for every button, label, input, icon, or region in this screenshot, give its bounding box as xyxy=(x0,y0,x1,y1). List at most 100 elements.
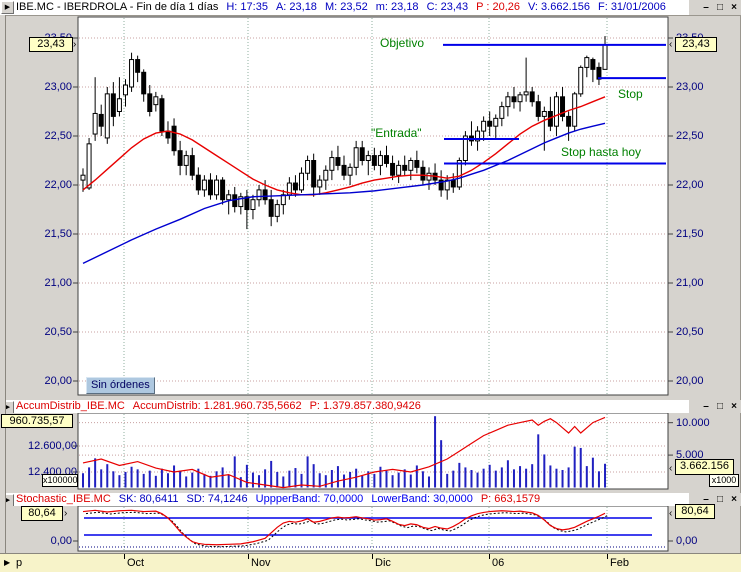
candle-bullish xyxy=(462,135,468,161)
header-field: H: 17:35 xyxy=(226,1,268,13)
maximize-button[interactable]: □ xyxy=(716,494,724,505)
candles xyxy=(80,36,608,230)
close-button[interactable]: × xyxy=(731,401,737,412)
month-tick xyxy=(372,554,373,559)
minimize-button[interactable]: – xyxy=(703,494,709,505)
stoch-marker-arrow-icon: › xyxy=(64,508,68,519)
candle-bearish xyxy=(98,113,104,127)
header-field: F: 31/01/2006 xyxy=(597,1,666,13)
time-axis-play-icon[interactable]: ▶ xyxy=(4,558,11,567)
volume-bar xyxy=(160,468,163,488)
candle-bullish xyxy=(129,59,135,88)
stochastic-panel-header: ▶ Stochastic_IBE.MC SK: 80,6411 SD: 74,124… xyxy=(0,493,741,506)
candle-bullish xyxy=(256,189,262,201)
volume-bar xyxy=(494,470,497,488)
volume-bars xyxy=(82,416,607,488)
volume-bar xyxy=(118,475,121,488)
volume-value-marker: 3.662.156 xyxy=(675,459,734,475)
last-price-marker-left: 23,43 xyxy=(29,37,73,52)
candle-bullish xyxy=(578,66,584,95)
header-field: P : 20,26 xyxy=(476,1,520,13)
candle-bearish xyxy=(244,196,250,210)
candle-bullish xyxy=(353,147,359,168)
candle-bullish xyxy=(572,93,578,127)
volume-bar xyxy=(227,474,230,488)
volume-bar xyxy=(500,467,503,488)
volume-bar xyxy=(130,466,133,488)
candle-bullish xyxy=(122,84,128,96)
panel-menu-button[interactable]: ▶ xyxy=(1,1,14,14)
volume-bar xyxy=(476,472,479,488)
header-field: M: 23,52 xyxy=(324,1,368,13)
volume-bar xyxy=(458,462,461,488)
vertical-gridlines xyxy=(123,18,608,550)
price-axis-label: 23,00 xyxy=(676,81,704,93)
volume-bar xyxy=(142,473,145,488)
time-axis-p-label: p xyxy=(16,557,23,569)
price-axis-label: 20,50 xyxy=(44,326,72,338)
candle-bearish xyxy=(135,59,141,73)
candle-bearish xyxy=(560,96,566,117)
candle-bearish xyxy=(177,150,183,166)
volume-bar xyxy=(324,475,327,488)
volume-bar xyxy=(136,469,139,488)
header-field: AccumDistrib: 1.281.960.735,5662 xyxy=(132,400,302,412)
annotation-label[interactable]: Stop hasta hoy xyxy=(561,145,642,159)
candle-bearish xyxy=(189,155,195,176)
price-marker-arrow-icon: › xyxy=(73,39,77,50)
annotation-label[interactable]: "Entrada" xyxy=(371,126,422,140)
candle-bullish xyxy=(541,111,547,117)
volume-bar xyxy=(191,472,194,488)
close-button[interactable]: × xyxy=(731,494,737,505)
volume-bar xyxy=(597,471,600,488)
volume-bar xyxy=(239,477,242,488)
volume-bar xyxy=(197,468,200,488)
volume-bar xyxy=(106,464,109,488)
price-axis-label: 20,00 xyxy=(676,375,704,387)
volume-bar xyxy=(148,470,151,488)
volume-bar xyxy=(512,469,515,488)
candle-bullish xyxy=(505,96,511,108)
volume-bar xyxy=(409,474,412,488)
stochastic-title: Stochastic_IBE.MC SK: 80,6411 SD: 74,1246 U… xyxy=(16,493,548,506)
header-field: A: 23,18 xyxy=(275,1,317,13)
candle-bearish xyxy=(535,101,541,117)
header-field: m: 23,18 xyxy=(375,1,419,13)
volume-bar xyxy=(288,470,291,488)
annotation-label[interactable]: Objetivo xyxy=(380,36,425,50)
maximize-button[interactable]: □ xyxy=(716,2,724,13)
price-axis-label: 21,50 xyxy=(44,228,72,240)
volume-bar xyxy=(525,468,528,488)
volume-bar xyxy=(215,471,218,488)
volume-bar xyxy=(173,465,176,488)
minimize-button[interactable]: – xyxy=(703,2,709,13)
accumdistrib-axis-label: 12.600,00 xyxy=(28,440,77,452)
annotations xyxy=(443,43,666,165)
volume-bar xyxy=(367,471,370,488)
volume-bar xyxy=(604,463,607,488)
minimize-button[interactable]: – xyxy=(703,401,709,412)
candle-bullish xyxy=(426,172,432,181)
candle-bearish xyxy=(566,115,572,127)
price-axis-label: 20,00 xyxy=(44,375,72,387)
close-button[interactable]: × xyxy=(731,2,737,13)
volume-bar xyxy=(112,471,115,488)
volume-bar xyxy=(185,476,188,488)
candle-bearish xyxy=(159,98,165,132)
volume-bar xyxy=(209,475,212,488)
volume-bar xyxy=(421,471,424,488)
annotation-label[interactable]: Stop xyxy=(618,87,643,101)
volume-bar xyxy=(415,465,418,488)
month-label: Dic xyxy=(375,557,391,569)
candle-bearish xyxy=(207,179,213,196)
candle-bearish xyxy=(110,93,116,117)
volume-bar xyxy=(251,472,254,488)
accumdistrib-line xyxy=(82,416,606,489)
candle-bearish xyxy=(511,96,517,103)
candle-bearish xyxy=(268,199,274,217)
candle-bearish xyxy=(420,166,426,181)
month-tick xyxy=(248,554,249,559)
volume-bar xyxy=(440,440,443,488)
header-field: P: 663,1579 xyxy=(480,493,541,505)
maximize-button[interactable]: □ xyxy=(716,401,724,412)
